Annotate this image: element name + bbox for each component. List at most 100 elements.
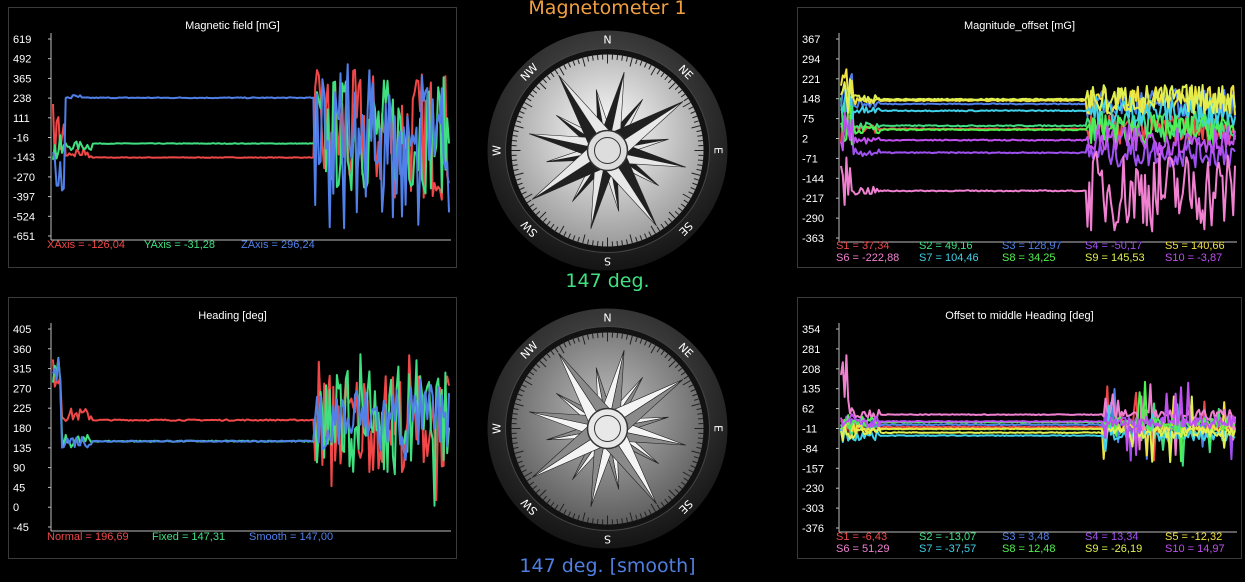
magnetic-field-chart: Magnetic field [mG] 619 492 365 238 111 -16 -1… [8,7,457,268]
legend-s7: S7 = -37,57 [919,543,977,555]
y-tick-label: 354 [802,324,820,336]
compass-tick [677,367,683,372]
compass-tick [677,485,683,490]
compass-tick [656,504,661,510]
compass-tick [511,159,518,162]
compass-tick [516,398,522,401]
legend-s4: S4 = -50,17 [1085,240,1143,252]
y-tick-label: 135 [802,384,820,396]
legend-s10: S10 = -3,87 [1165,252,1223,264]
compass-tick [660,223,665,229]
compass-tick [559,503,565,512]
compass-tick [664,353,669,359]
compass-tick [682,380,691,386]
compass-tick [554,226,559,232]
compass-tick [539,360,547,368]
compass-tick [516,456,522,459]
compass-tick [526,477,532,482]
compass-tick [648,342,652,348]
compass-tick [587,56,590,62]
y-tick-label: 45 [13,482,25,494]
compass-tick [546,498,551,504]
compass-tick [639,338,643,344]
compass-tick [532,485,538,490]
compass-tick [697,417,704,420]
legend-yaxis: YAxis = -31,28 [144,239,216,251]
legend-s4: S4 = 13,34 [1085,531,1139,543]
compass-tick [529,371,535,376]
compass-tick [532,367,538,372]
compass-letter-w: W [491,145,504,156]
compass-tick [680,481,686,486]
compass-tick [512,412,518,415]
compass-tick [682,471,691,477]
compass-tick [668,356,673,362]
y-tick-label: -84 [802,443,818,455]
compass-tick [697,134,703,137]
compass-tick [550,501,555,507]
compass-tick [550,72,555,78]
legend-s1: S1 = -6,43 [836,531,888,543]
y-tick-label: 365 [13,73,31,85]
compass-tick [639,60,643,66]
compass-tick [513,168,519,171]
compass-tick [519,110,525,114]
y-tick-label: 111 [13,113,30,125]
compass-tick [512,442,518,445]
compass-tick [554,69,559,75]
compass-tick [692,115,698,119]
legend-s1: S1 = 37,34 [836,240,890,252]
compass-tick [542,356,547,362]
compass-tick [524,380,533,386]
compass-tick [650,503,656,512]
legend-s9: S9 = -26,19 [1085,543,1143,555]
y-tick-label: 294 [802,54,820,66]
compass-tick [563,231,567,237]
compass-tick [516,178,522,181]
legend-normal: Normal = 196,69 [47,531,129,543]
compass-tick [656,347,661,353]
compass-tick [511,417,518,420]
compass-tick [677,207,683,212]
compass-tick [514,403,524,407]
compass-tick [680,93,686,98]
y-tick-label: 492 [13,54,31,66]
compass-tick [539,82,547,90]
y-tick-label: 0 [13,502,19,514]
compass-tick [650,225,656,234]
compass-tick [635,514,638,520]
compass-tick [677,89,683,94]
compass-tick [582,512,586,522]
compass-tick [616,240,619,247]
compass-tick [683,97,689,102]
compass-letter-s: S [604,533,611,546]
y-tick-label: 180 [13,423,31,435]
compass-tick [529,481,535,486]
compass-tick [616,54,619,61]
compass-tick [629,335,633,345]
y-tick-label: 2 [802,134,808,146]
compass-tick [692,460,698,464]
offset-heading-chart: Offset to middle Heading [deg] 354 281 208… [797,297,1242,559]
compass-letter-s: S [604,255,611,268]
compass-tick [596,518,599,525]
compass-tick [664,75,669,81]
compass-tick [660,350,665,356]
compass-tick [697,437,704,440]
compass-tick [691,125,701,129]
y-tick-label: 135 [13,443,31,455]
compass-tick [546,220,551,226]
y-tick-label: -71 [802,153,818,165]
y-tick-label: 238 [13,93,31,105]
compass-tick [524,193,533,199]
series-line-s9 [840,395,1236,464]
compass-hub-ring [594,415,621,442]
legend-s7: S7 = 104,46 [919,252,979,264]
compass-tick [546,75,551,81]
compass-tick [514,125,524,129]
compass-tick [526,199,532,204]
compass-rose [529,350,686,507]
series-line-xaxis [52,68,450,201]
legend-s2: S2 = 49,16 [919,240,973,252]
legend-fixed: Fixed = 147,31 [152,531,226,543]
